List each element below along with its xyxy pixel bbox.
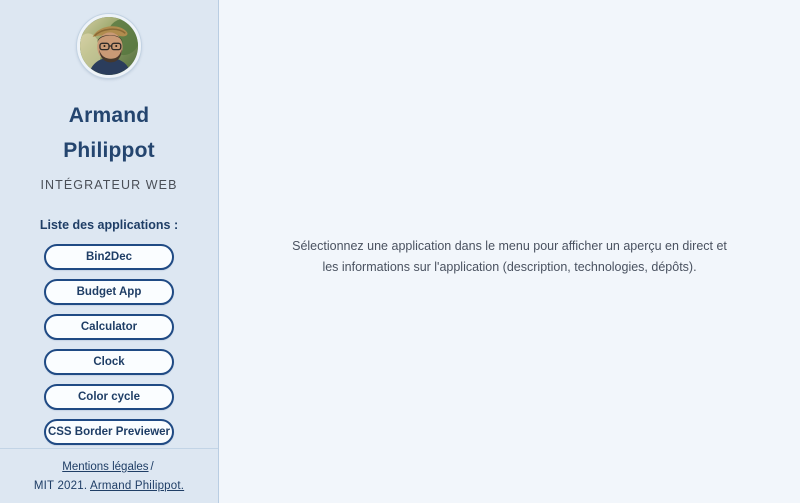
app-button-clock[interactable]: Clock (44, 349, 174, 375)
app-button-calculator[interactable]: Calculator (44, 314, 174, 340)
page-title: Armand Philippot (0, 98, 218, 168)
list-item: Calculator (44, 314, 174, 340)
person-role: INTÉGRATEUR WEB (40, 178, 178, 192)
person-first-name: Armand (68, 104, 150, 127)
avatar (77, 14, 141, 78)
list-item: Budget App (44, 279, 174, 305)
app-button-color-cycle[interactable]: Color cycle (44, 384, 174, 410)
list-item: Color cycle (44, 384, 174, 410)
footer-legal-line: Mentions légales / (0, 458, 218, 477)
footer-separator: / (150, 461, 154, 473)
list-item: Clock (44, 349, 174, 375)
app-button-css-border-previewer[interactable]: CSS Border Previewer (44, 419, 174, 445)
legal-notice-link[interactable]: Mentions légales (62, 461, 149, 473)
app-button-bin2dec[interactable]: Bin2Dec (44, 244, 174, 270)
empty-state-message: Sélectionnez une application dans le men… (292, 239, 727, 274)
list-item: CSS Border Previewer (44, 419, 174, 445)
author-link[interactable]: Armand Philippot. (89, 480, 185, 492)
copyright-year: 2021. (57, 480, 88, 492)
sidebar-footer: Mentions légales / MIT 2021. Armand Phili… (0, 448, 218, 503)
sidebar-scroll-area[interactable]: Armand Philippot INTÉGRATEUR WEB Liste d… (0, 0, 218, 448)
user-photo-avatar-icon (80, 17, 138, 75)
main-content: Sélectionnez une application dans le men… (219, 0, 800, 503)
sidebar: Armand Philippot INTÉGRATEUR WEB Liste d… (0, 0, 219, 503)
person-last-name: Philippot (63, 139, 155, 162)
license-label: MIT (33, 480, 55, 492)
apps-list-heading: Liste des applications : (39, 218, 179, 232)
list-item: Bin2Dec (44, 244, 174, 270)
footer-license-line: MIT 2021. Armand Philippot. (0, 477, 218, 496)
apps-list: Bin2Dec Budget App Calculator Clock Colo… (0, 244, 218, 448)
app-button-budget-app[interactable]: Budget App (44, 279, 174, 305)
avatar-container (0, 14, 218, 78)
